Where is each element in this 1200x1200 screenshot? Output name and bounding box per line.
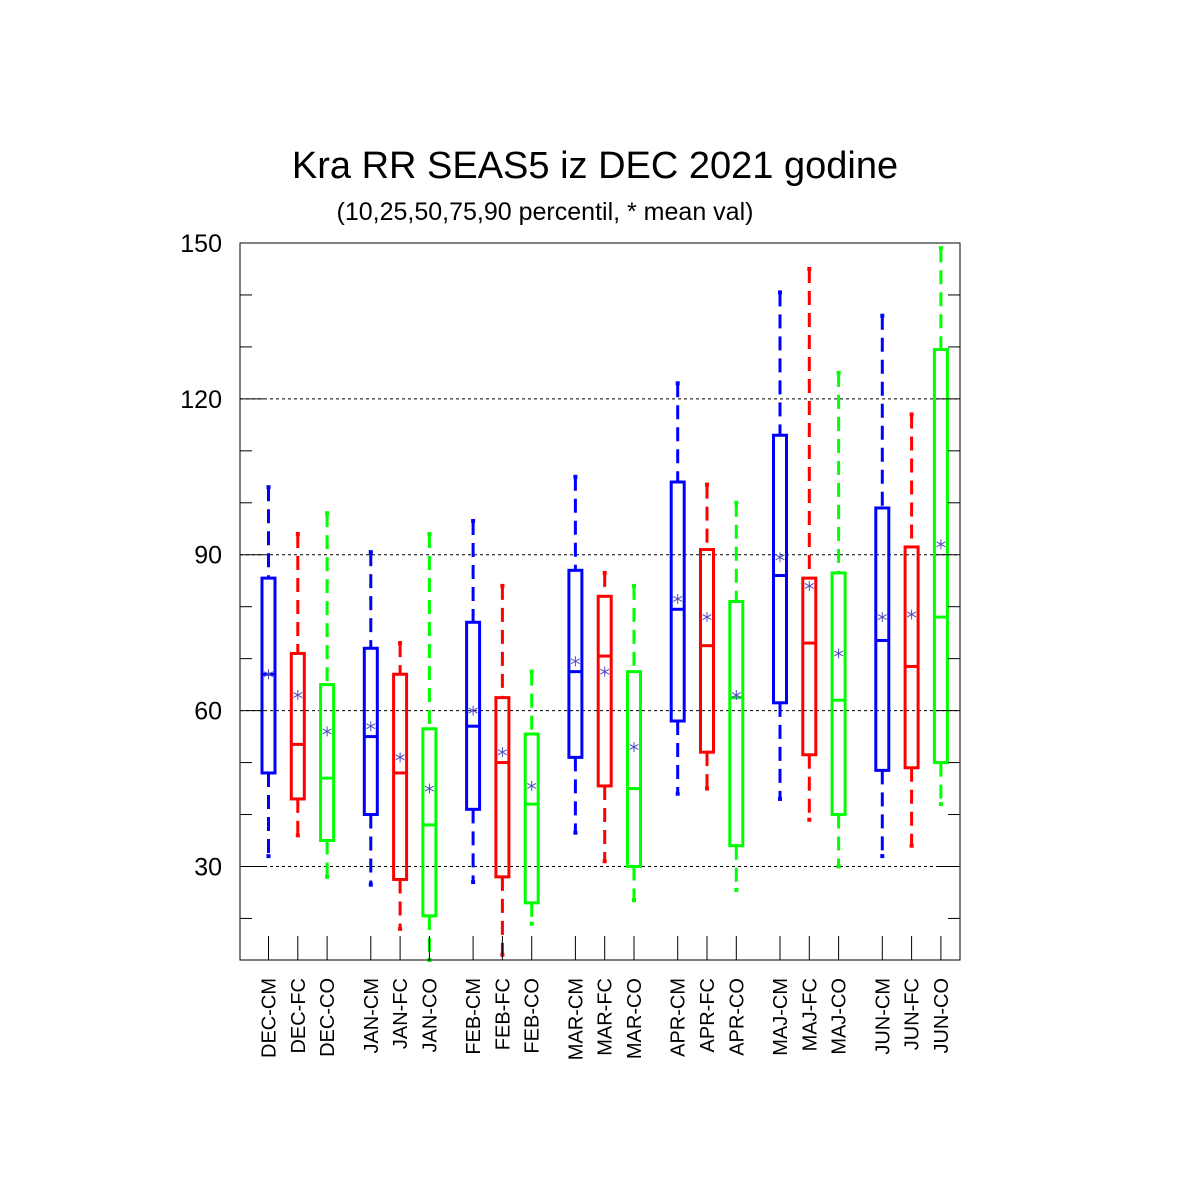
mean-stroke-d2-jan-cm xyxy=(366,723,376,730)
xtick-label-jun-co: JUN-CO xyxy=(931,978,953,1054)
ytick-label-150: 150 xyxy=(180,230,222,258)
mean-marker-apr-fc xyxy=(702,612,712,623)
mean-marker-apr-co xyxy=(731,690,741,701)
xtick-label-dec-cm: DEC-CM xyxy=(259,978,281,1058)
mean-stroke-d2-feb-co xyxy=(527,783,537,789)
xtick-label-maj-fc: MAJ-FC xyxy=(799,978,821,1051)
plot-frame xyxy=(239,242,961,961)
mean-marker-jun-co xyxy=(936,539,946,550)
xtick-label-jan-cm: JAN-CM xyxy=(361,978,383,1054)
mean-marker-feb-fc xyxy=(497,747,507,758)
mean-stroke-d2-mar-co xyxy=(629,744,639,750)
box-mar-fc xyxy=(596,594,613,788)
box-dec-fc xyxy=(289,651,306,801)
mean-stroke-d2-feb-cm xyxy=(468,707,478,714)
xtick-label-jun-fc: JUN-FC xyxy=(902,978,924,1050)
mean-stroke-d2-mar-fc xyxy=(600,668,610,675)
xtick-label-mar-fc: MAR-FC xyxy=(595,978,617,1056)
chart-title: Kra RR SEAS5 iz DEC 2021 godine xyxy=(292,145,898,187)
xtick-label-jun-cm: JUN-CM xyxy=(872,978,894,1055)
mean-marker-dec-cm xyxy=(263,669,274,680)
mean-marker-apr-cm xyxy=(673,593,683,604)
mean-stroke-d2-apr-co xyxy=(731,692,741,698)
mean-stroke-d2-maj-fc xyxy=(804,582,814,589)
mean-marker-jun-fc xyxy=(907,609,917,620)
mean-marker-jan-co xyxy=(424,783,434,794)
mean-marker-maj-fc xyxy=(804,580,814,591)
xtick-label-apr-co: APR-CO xyxy=(726,978,748,1056)
mean-marker-jan-cm xyxy=(366,721,376,732)
xtick-label-jan-co: JAN-CO xyxy=(419,978,441,1052)
box-maj-cm xyxy=(772,433,788,705)
xtick-label-maj-cm: MAJ-CM xyxy=(770,978,792,1056)
xtick-label-jan-fc: JAN-FC xyxy=(390,978,412,1049)
box-maj-fc xyxy=(801,576,818,757)
box-feb-fc xyxy=(494,696,511,879)
xtick-label-dec-fc: DEC-FC xyxy=(288,978,310,1054)
box-jan-fc xyxy=(392,672,409,881)
xtick-label-maj-co: MAJ-CO xyxy=(829,978,851,1055)
mean-marker-mar-cm xyxy=(570,656,580,667)
mean-stroke-d2-mar-cm xyxy=(570,658,580,665)
box-feb-cm xyxy=(465,620,482,811)
xtick-label-mar-cm: MAR-CM xyxy=(565,978,587,1060)
box-mar-co xyxy=(626,670,642,868)
box-jan-co xyxy=(421,727,438,918)
box-maj-co xyxy=(830,571,847,817)
mean-marker-maj-cm xyxy=(775,552,785,563)
axes: 30 60 90 120 150 DEC-CM DEC-FC DEC-CO JAN-CM JAN-… xyxy=(180,230,960,1060)
mean-marker-mar-co xyxy=(629,741,639,752)
mean-marker-dec-fc xyxy=(293,690,303,701)
box-jun-fc xyxy=(903,545,920,770)
box-apr-co xyxy=(728,600,745,848)
xtick-label-feb-fc: FEB-FC xyxy=(492,978,514,1050)
xtick-label-mar-co: MAR-CO xyxy=(624,978,646,1059)
box-apr-fc xyxy=(699,548,715,754)
mean-stroke-d2-jan-fc xyxy=(395,754,405,761)
mean-marker-dec-co xyxy=(322,726,332,737)
mean-stroke-d2-jun-fc xyxy=(907,611,917,618)
mean-marker-maj-co xyxy=(834,648,844,659)
mean-stroke-d2-dec-co xyxy=(322,728,332,735)
mean-stroke-d2-jun-cm xyxy=(877,614,887,621)
xtick-label-feb-co: FEB-CO xyxy=(522,978,544,1054)
box-jan-cm xyxy=(362,646,379,817)
ytick-label-60: 60 xyxy=(194,698,222,726)
box-series xyxy=(260,246,949,962)
ytick-label-120: 120 xyxy=(180,386,222,414)
xtick-label-dec-co: DEC-CO xyxy=(317,978,339,1057)
mean-stroke-d2-apr-fc xyxy=(702,614,712,621)
mean-stroke-d2-jan-co xyxy=(424,785,434,792)
chart-subtitle: (10,25,50,75,90 percentil, * mean val) xyxy=(337,198,754,226)
box-apr-cm xyxy=(669,480,686,723)
mean-stroke-d2-feb-fc xyxy=(497,749,507,756)
mean-marker-feb-cm xyxy=(468,705,478,716)
mean-stroke-d2-maj-cm xyxy=(775,554,785,561)
box-dec-co xyxy=(319,683,336,842)
mean-stroke-d2-apr-cm xyxy=(673,595,683,602)
mean-stroke-d2-dec-cm xyxy=(263,671,274,678)
mean-stroke-d2-dec-fc xyxy=(293,692,303,698)
mean-stroke-d2-maj-co xyxy=(834,650,844,657)
xtick-label-feb-cm: FEB-CM xyxy=(463,978,485,1055)
mean-marker-jun-cm xyxy=(877,612,887,623)
box-jun-co xyxy=(932,348,949,765)
grid-lines xyxy=(240,242,960,867)
xtick-label-apr-cm: APR-CM xyxy=(668,978,690,1057)
mean-marker-mar-fc xyxy=(600,666,610,677)
box-feb-co xyxy=(523,732,540,905)
mean-marker-jan-fc xyxy=(395,752,405,763)
ytick-label-30: 30 xyxy=(194,853,222,881)
ytick-label-90: 90 xyxy=(194,542,222,570)
mean-marker-feb-co xyxy=(527,780,537,791)
mean-stroke-d2-jun-co xyxy=(936,541,946,548)
xtick-label-apr-fc: APR-FC xyxy=(697,978,719,1052)
box-mar-cm xyxy=(567,568,584,759)
